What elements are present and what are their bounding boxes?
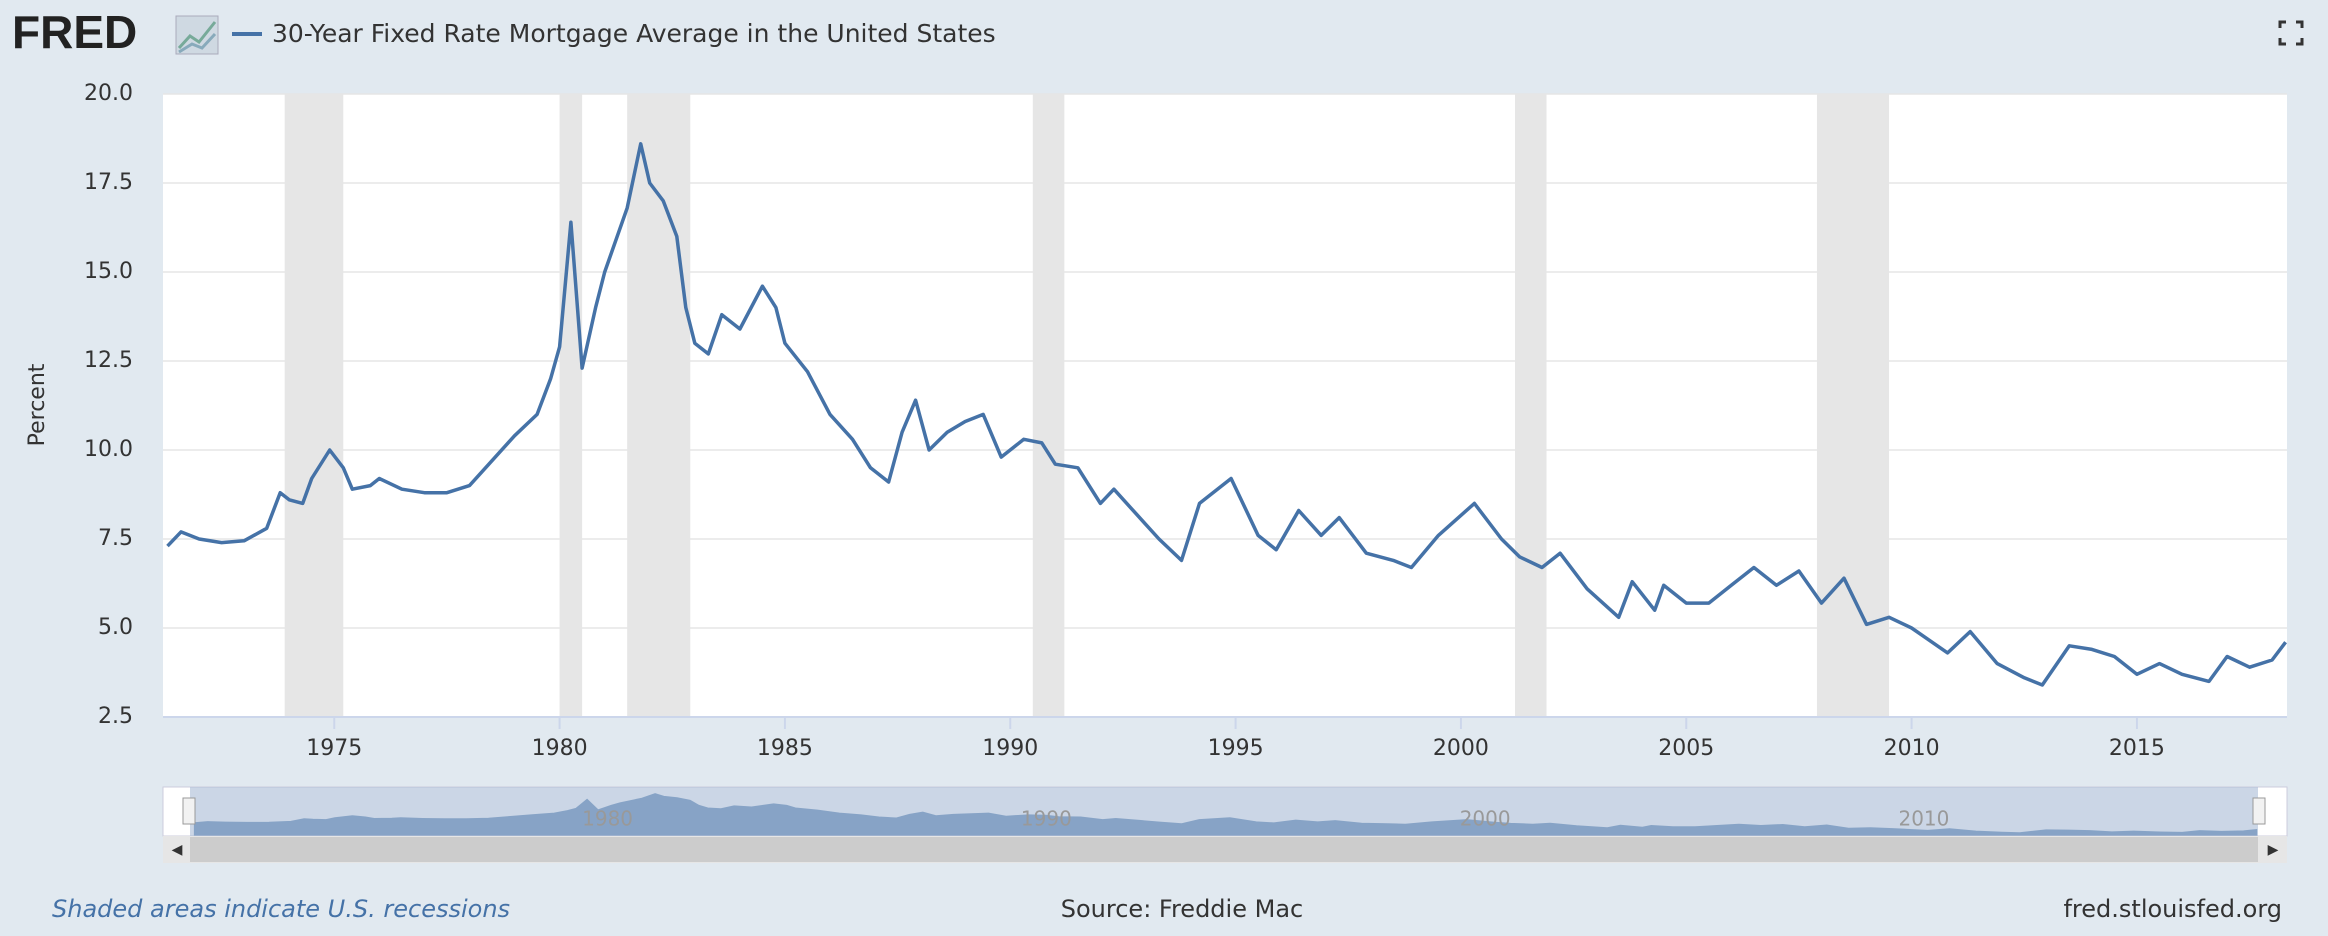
y-tick-label: 12.5 xyxy=(84,348,133,373)
x-tick-label: 1985 xyxy=(757,736,813,761)
site-link[interactable]: fred.stlouisfed.org xyxy=(2063,895,2282,923)
recession-band xyxy=(284,94,344,717)
x-tick-label: 1980 xyxy=(532,736,588,761)
fullscreen-icon[interactable] xyxy=(2278,20,2304,46)
y-tick-label: 20.0 xyxy=(84,81,133,106)
scrollbar-thumb[interactable] xyxy=(190,837,2258,862)
y-axis-label: Percent xyxy=(25,363,50,446)
y-tick-label: 5.0 xyxy=(98,615,133,640)
recession-band xyxy=(559,94,583,717)
navigator-tick-label: 1990 xyxy=(1021,807,1072,831)
x-tick-label: 2010 xyxy=(1884,736,1940,761)
source: Source: Freddie Mac xyxy=(1061,895,1303,923)
x-tick-label: 1975 xyxy=(306,736,362,761)
x-tick-label: 2005 xyxy=(1658,736,1714,761)
recession-band xyxy=(627,94,691,717)
x-tick-label: 1990 xyxy=(982,736,1038,761)
recession-band xyxy=(1032,94,1065,717)
series-line xyxy=(166,142,2287,687)
x-tick-label: 2015 xyxy=(2109,736,2165,761)
legend-label[interactable]: 30-Year Fixed Rate Mortgage Average in t… xyxy=(272,19,996,48)
logo-icon xyxy=(175,15,219,55)
logo: FRED xyxy=(12,6,137,58)
y-tick-label: 10.0 xyxy=(84,437,133,462)
handle-left[interactable] xyxy=(182,797,196,825)
handle-right[interactable] xyxy=(2252,797,2266,825)
scroll-right[interactable]: ▶ xyxy=(2268,842,2279,858)
plot-area xyxy=(163,94,2287,717)
navigator-area xyxy=(193,793,2258,836)
y-tick-label: 15.0 xyxy=(84,259,133,284)
recession-note: Shaded areas indicate U.S. recessions xyxy=(52,895,510,923)
y-tick-label: 7.5 xyxy=(98,526,133,551)
navigator-tick-label: 2000 xyxy=(1460,807,1511,831)
y-tick-label: 17.5 xyxy=(84,170,133,195)
navigator-tick-label: 2010 xyxy=(1898,807,1949,831)
navigator-tick-label: 1980 xyxy=(582,807,633,831)
x-tick-label: 1995 xyxy=(1208,736,1264,761)
recession-band xyxy=(1515,94,1547,717)
scroll-left[interactable]: ◀ xyxy=(172,842,183,858)
y-tick-label: 2.5 xyxy=(98,704,133,729)
x-tick-label: 2000 xyxy=(1433,736,1489,761)
recession-band xyxy=(1816,94,1890,717)
